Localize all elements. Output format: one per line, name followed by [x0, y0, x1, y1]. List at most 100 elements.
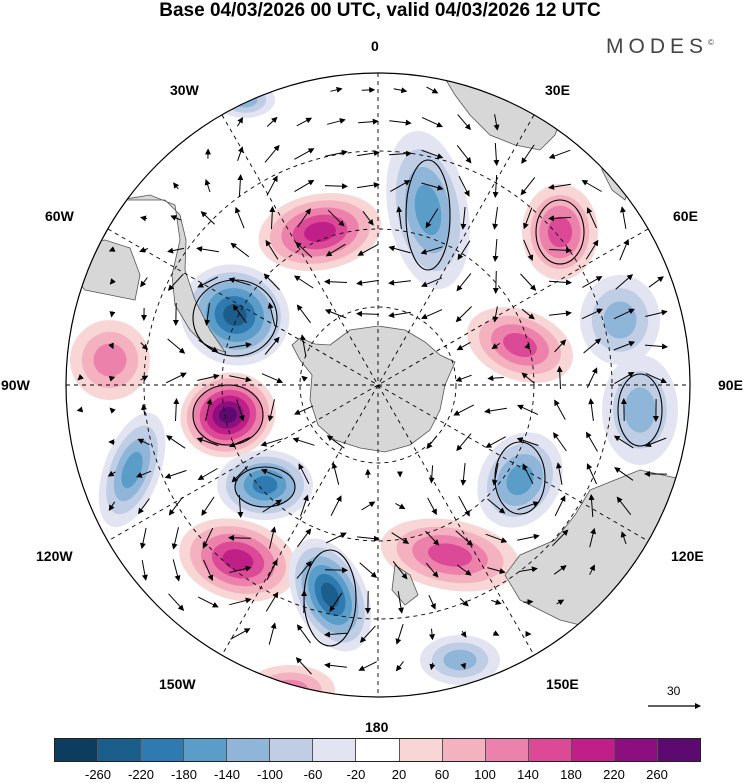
wind-vector — [324, 309, 347, 319]
wind-vector — [266, 175, 278, 196]
wind-vector — [361, 501, 376, 511]
wind-vector — [388, 311, 411, 318]
wind-vector — [519, 566, 538, 573]
wind-vector — [455, 530, 474, 546]
wind-vector — [141, 560, 148, 581]
wind-vector — [613, 435, 634, 449]
wind-vector — [300, 334, 307, 357]
wind-vector — [420, 246, 443, 255]
wind-vector — [229, 597, 252, 606]
wind-vector — [458, 175, 470, 197]
wind-vector — [301, 375, 308, 382]
wind-vector — [139, 527, 147, 550]
wind-vector — [520, 177, 536, 196]
anomaly-contour-fill — [547, 216, 573, 248]
anomaly-contour-fill — [414, 184, 442, 236]
wind-vector — [429, 628, 436, 641]
wind-vector — [228, 534, 252, 541]
wind-vector — [197, 373, 220, 381]
wind-vector — [453, 404, 475, 416]
wind-vector — [325, 243, 346, 257]
anomaly-contour-fill — [427, 543, 473, 567]
wind-vector — [325, 149, 348, 157]
wind-vector — [428, 594, 436, 610]
wind-vector — [357, 150, 380, 157]
wind-vector — [324, 278, 348, 285]
lon-label-60e: 60E — [673, 208, 698, 224]
wind-vector — [456, 341, 471, 351]
wind-vector — [583, 338, 602, 354]
wind-vector — [491, 342, 500, 350]
streamline-ring — [234, 466, 296, 508]
wind-vector — [231, 465, 249, 483]
wind-vector — [523, 239, 534, 262]
wind-vector — [391, 532, 410, 544]
lon-label-0: 0 — [371, 38, 379, 54]
wind-vector — [492, 238, 499, 262]
streamline-ring — [494, 441, 546, 515]
colorbar-segment — [399, 739, 443, 761]
lon-label-30w: 30W — [170, 82, 199, 98]
wind-vector — [237, 116, 244, 127]
lon-label-150w: 150W — [159, 676, 196, 692]
colorbar-tick-label: 140 — [517, 767, 539, 782]
wind-vector — [516, 437, 539, 446]
wind-vector — [205, 398, 213, 421]
wind-vector — [167, 273, 184, 291]
wind-vector — [460, 662, 467, 670]
wind-vector — [229, 375, 252, 383]
wind-vector — [164, 470, 187, 479]
wind-vector — [167, 338, 186, 354]
wind-vector — [197, 276, 219, 288]
wind-vector — [237, 174, 244, 197]
colorbar-tick-label: -180 — [170, 767, 198, 782]
wind-vector — [359, 562, 378, 578]
colorbar-tick-label: 60 — [434, 767, 450, 782]
wind-vector — [196, 437, 219, 447]
wind-vector — [324, 662, 347, 669]
wind-vector — [395, 624, 404, 645]
wind-vector — [554, 339, 567, 353]
wind-vector — [427, 497, 437, 516]
wind-vector — [492, 306, 499, 323]
wind-vector — [237, 494, 244, 518]
reference-vector-label: 30 — [667, 684, 681, 698]
wind-vector — [358, 118, 379, 125]
wind-vector — [229, 565, 252, 573]
wind-vector — [582, 276, 603, 288]
wind-vector — [107, 470, 116, 477]
wind-vector — [173, 398, 180, 422]
wind-vector — [300, 494, 309, 517]
wind-vector — [487, 375, 504, 382]
wind-vector — [197, 468, 218, 481]
colorbar-tick-label: -20 — [346, 767, 366, 782]
wind-vector — [77, 374, 84, 381]
anomaly-contour-fill — [121, 451, 143, 489]
streamline-ring — [303, 549, 357, 647]
wind-vector — [648, 276, 664, 288]
wind-vector — [548, 183, 571, 190]
wind-vector — [171, 527, 179, 550]
wind-vector — [292, 437, 315, 446]
wind-vector — [644, 343, 668, 350]
wind-vector — [198, 339, 219, 353]
wind-vector — [137, 438, 150, 446]
wind-vector — [167, 247, 184, 254]
wind-vector — [425, 530, 440, 546]
wind-vector — [140, 342, 148, 351]
map-border — [65, 72, 691, 698]
wind-vector — [390, 180, 411, 192]
wind-vector — [108, 501, 116, 512]
wind-vector — [614, 467, 634, 481]
wind-vector — [457, 114, 471, 131]
wind-vector — [296, 560, 312, 579]
wind-vector — [203, 559, 214, 582]
wind-vector — [420, 277, 443, 288]
wind-vector — [264, 336, 280, 355]
anomaly-contour-fill — [223, 303, 247, 327]
wind-vector — [521, 308, 535, 320]
wind-vector — [330, 86, 343, 93]
colorbar-segment — [184, 739, 228, 761]
colorbar-tick-label: -100 — [256, 767, 284, 782]
colorbar-tick-label: 180 — [560, 767, 582, 782]
